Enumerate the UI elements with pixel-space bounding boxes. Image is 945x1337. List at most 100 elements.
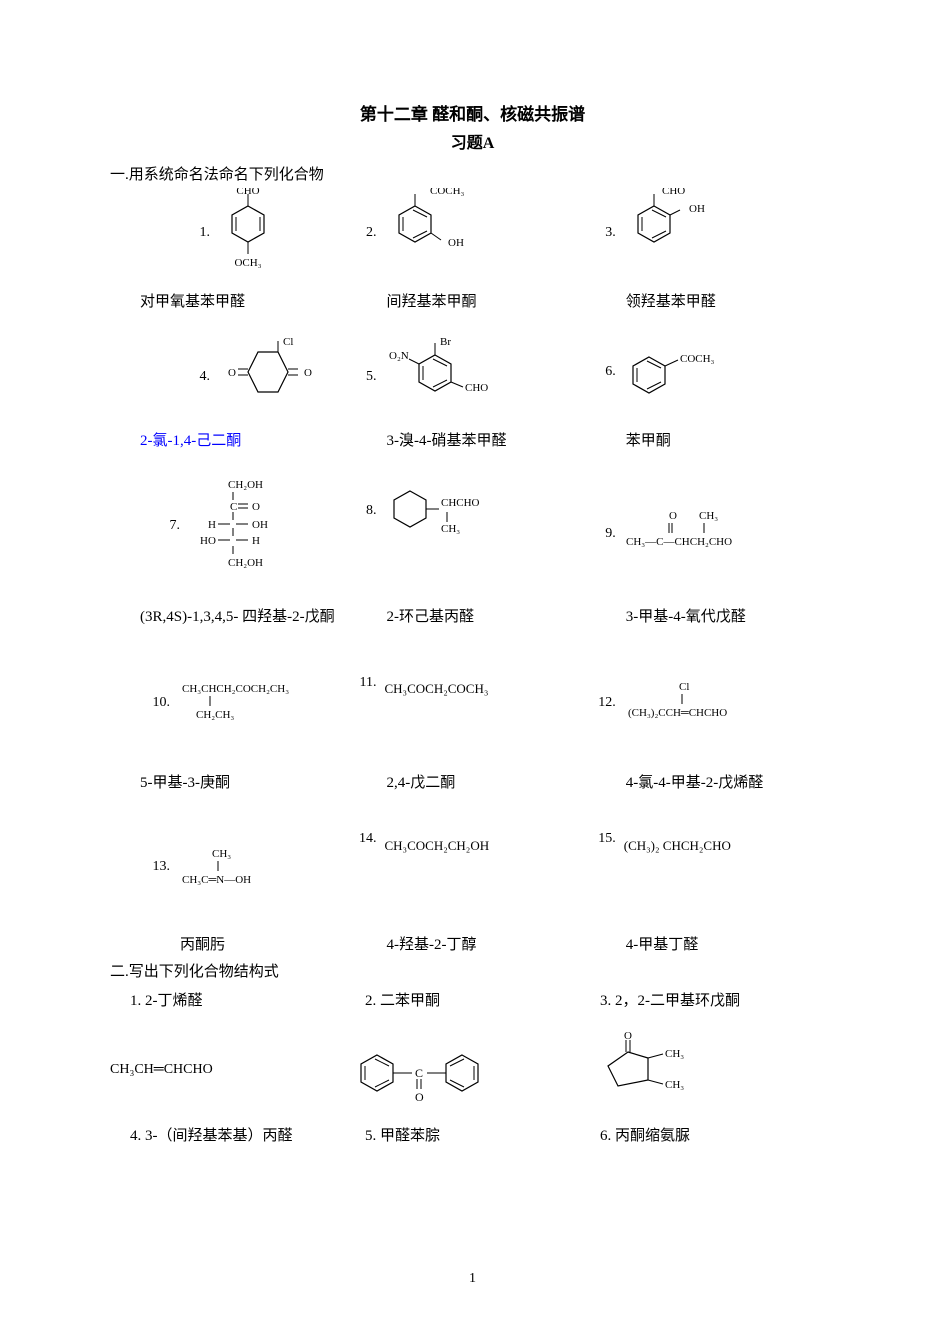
item-num: 3. (596, 225, 616, 241)
svg-text:H: H (252, 535, 260, 547)
struct-11: CH₃COCH₂COCH₃ (385, 668, 489, 696)
svg-text:COCH₃: COCH₃ (430, 188, 465, 197)
svg-text:O: O (252, 501, 260, 513)
struct-10: CH₃CHCH₂COCH₂CH₃ CH₂CH₃ (178, 648, 328, 760)
s2-row1-q: 1. 2-丁烯醛 2. 二苯甲酮 3. 2，2-二甲基环戊酮 (110, 989, 835, 1010)
svg-text:HO: HO (200, 535, 216, 547)
struct-1: CHO OCH₃ (218, 188, 278, 278)
svg-text:Br: Br (440, 337, 451, 348)
svg-text:CHO: CHO (662, 188, 685, 197)
struct-diphenyl: C O (352, 1035, 502, 1105)
q1: 1. 2-丁烯醛 (110, 989, 365, 1010)
svg-text:C: C (230, 501, 237, 513)
row-1-3: 1. CHO OCH₃ 2. COCH₃ OH (110, 188, 835, 278)
item-num: 12. (596, 695, 616, 711)
svg-text:Cl: Cl (283, 337, 293, 348)
row-1-3-ans: 对甲氧基苯甲醛 间羟基苯甲酮 领羟基苯甲醛 (110, 284, 835, 311)
struct-13: CH₃ CH₃C═N—OH (178, 814, 308, 921)
q3: 3. 2，2-二甲基环戊酮 (600, 989, 835, 1010)
struct-14: CH₃COCH₂CH₂OH (385, 825, 490, 853)
struct-6: COCH₃ (624, 342, 734, 402)
struct-dimethylcyclopentanone: O CH₃ CH₃ (593, 1030, 713, 1110)
svg-text:Cl: Cl (679, 681, 689, 693)
answer: 4-甲基丁醛 (626, 933, 699, 954)
row-7-9-ans: (3R,4S)-1,3,4,5- 四羟基-2-戊酮 2-环己基丙醛 3-甲基-4… (110, 599, 835, 626)
s2-row2-q: 4. 3-（间羟基苯基）丙醛 5. 甲醛苯腙 6. 丙酮缩氨脲 (110, 1124, 835, 1145)
svg-text:OCH₃: OCH₃ (234, 257, 261, 269)
svg-text:CH₃: CH₃ (665, 1048, 684, 1060)
row-4-6-ans: 2-氯-1,4-己二酮 3-溴-4-硝基苯甲醛 苯甲酮 (110, 423, 835, 450)
svg-text:C: C (415, 1066, 423, 1080)
answer: 4-羟基-2-丁醇 (387, 933, 477, 954)
struct-15: (CH₃)₂ CHCH₂CHO (624, 825, 731, 853)
svg-text:CHO: CHO (465, 382, 488, 394)
item-num: 7. (160, 518, 180, 534)
struct-12: Cl (CH₃)₂CCH═CHCHO (624, 648, 784, 760)
q5: 5. 甲醛苯腙 (365, 1124, 600, 1145)
section1-heading: 一.用系统命名法命名下列化合物 (110, 163, 835, 184)
item-num: 15. (596, 831, 616, 847)
svg-text:CH₃: CH₃ (441, 523, 460, 535)
answer: 2-氯-1,4-己二酮 (140, 429, 241, 450)
svg-text:CH₃: CH₃ (212, 848, 231, 860)
svg-text:COCH₃: COCH₃ (680, 353, 715, 365)
item-num: 2. (357, 225, 377, 241)
svg-text:OH: OH (689, 203, 705, 215)
answer: 4-氯-4-甲基-2-戊烯醛 (626, 771, 763, 792)
q2: 2. 二苯甲酮 (365, 989, 600, 1010)
page-subtitle: 习题A (110, 129, 835, 153)
svg-text:O: O (415, 1090, 424, 1104)
answer: 5-甲基-3-庚酮 (140, 771, 230, 792)
item-num: 14. (357, 831, 377, 847)
row-7-9: 7. CH₂OH C O H OH HO H CH₂OH (110, 476, 835, 593)
row-13-15-ans: 丙酮肟 4-羟基-2-丁醇 4-甲基丁醛 (110, 927, 835, 954)
struct-2: COCH₃ OH (385, 188, 475, 278)
item-num: 4. (190, 369, 210, 385)
item-num: 13. (150, 859, 170, 875)
svg-text:H: H (208, 519, 216, 531)
svg-text:CH₃: CH₃ (699, 510, 718, 522)
svg-text:CH₂CH₃: CH₂CH₃ (196, 709, 234, 721)
section2-heading: 二.写出下列化合物结构式 (110, 960, 835, 981)
svg-text:O₂N: O₂N (389, 350, 409, 362)
row-10-12-ans: 5-甲基-3-庚酮 2,4-戊二酮 4-氯-4-甲基-2-戊烯醛 (110, 765, 835, 792)
svg-text:O: O (304, 367, 312, 379)
struct-9: O CH₃ CH₃—C—CHCH₂CHO (624, 476, 774, 593)
answer: 3-甲基-4-氧代戊醛 (626, 605, 746, 626)
svg-text:OH: OH (252, 519, 268, 531)
struct-8: CHCHO CH₃ (385, 476, 505, 546)
svg-text:CH₃: CH₃ (665, 1079, 684, 1091)
svg-text:O: O (624, 1030, 632, 1042)
svg-text:(CH₃)₂CCH═CHCHO: (CH₃)₂CCH═CHCHO (628, 707, 727, 719)
svg-text:CH₂OH: CH₂OH (228, 479, 263, 491)
answer: 丙酮肟 (180, 933, 225, 954)
struct-3: CHO OH (624, 188, 714, 278)
item-num: 6. (596, 364, 616, 380)
answer: 苯甲酮 (626, 429, 671, 450)
answer: (3R,4S)-1,3,4,5- 四羟基-2-戊酮 (140, 605, 335, 626)
item-num: 8. (357, 503, 377, 519)
svg-text:CH₃CHCH₂COCH₂CH₃: CH₃CHCH₂COCH₂CH₃ (182, 683, 289, 695)
answer: 领羟基苯甲醛 (626, 290, 716, 311)
answer: 间羟基苯甲酮 (387, 290, 477, 311)
item-num: 10. (150, 695, 170, 711)
page-title: 第十二章 醛和酮、核磁共振谱 (110, 100, 835, 125)
answer: 对甲氧基苯甲醛 (140, 290, 245, 311)
svg-text:CH₂OH: CH₂OH (228, 557, 263, 569)
svg-text:CH₃C═N—OH: CH₃C═N—OH (182, 874, 251, 886)
row-4-6: 4. Cl O O 5. Br (110, 337, 835, 417)
item-num: 9. (596, 526, 616, 542)
answer: 3-溴-4-硝基苯甲醛 (387, 429, 507, 450)
svg-text:CHO: CHO (236, 188, 259, 197)
svg-text:CHCHO: CHCHO (441, 497, 480, 509)
s2-row1-a: CH₃CH═CHCHO C O O CH₃ CH₃ (110, 1030, 835, 1110)
svg-text:O: O (228, 367, 236, 379)
page-number: 1 (0, 1271, 945, 1287)
svg-text:O: O (669, 510, 677, 522)
a1: CH₃CH═CHCHO (110, 1062, 352, 1078)
struct-7: CH₂OH C O H OH HO H CH₂OH (188, 476, 298, 576)
struct-5: Br O₂N CHO (385, 337, 505, 417)
row-10-12: 10. CH₃CHCH₂COCH₂CH₃ CH₂CH₃ 11. CH₃COCH₂… (110, 648, 835, 760)
item-num: 11. (357, 675, 377, 691)
item-num: 5. (357, 369, 377, 385)
